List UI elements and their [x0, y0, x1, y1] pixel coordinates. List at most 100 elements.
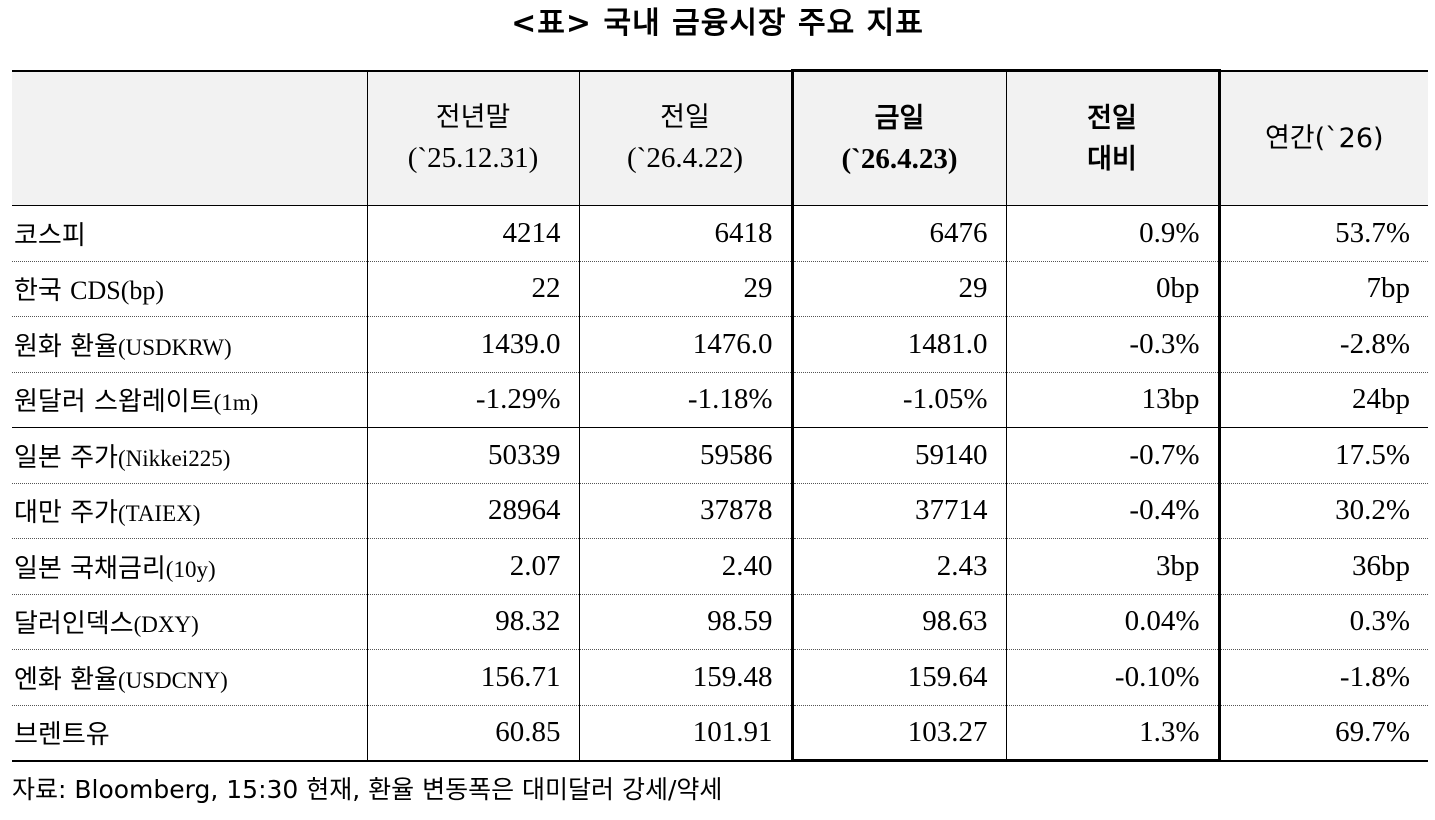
today-cell: -1.05%	[790, 372, 1006, 428]
table-row: 일본 주가(Nikkei225) 50339 59586 59140 -0.7% 17.5…	[12, 427, 1428, 484]
indicator-name-ko: 한국	[14, 276, 71, 307]
prev-day-cell: 98.59	[578, 594, 792, 650]
prev-year-cell: 4214	[366, 205, 579, 262]
prev-day-cell: 2.40	[578, 538, 792, 595]
table-body: 코스피 4214 6418 6476 0.9% 53.7% 한국 CDS(bp) 22 29 29…	[12, 205, 1428, 762]
prev-year-cell: 2.07	[366, 538, 579, 595]
header-blank	[12, 69, 367, 206]
ytd-cell: 17.5%	[1218, 427, 1428, 484]
ytd-cell: 7bp	[1218, 261, 1428, 317]
prev-day-cell: 159.48	[578, 649, 792, 706]
today-cell: 1481.0	[790, 316, 1006, 373]
header-prev-day-label: 전일	[660, 102, 710, 134]
prev-year-cell: 22	[366, 261, 579, 317]
indicator-name-ko: 엔화 환율	[14, 664, 118, 695]
indicator-name-ko: 일본 주가	[14, 442, 118, 473]
indicator-name: 달러인덱스(DXY)	[12, 594, 367, 650]
indicator-name: 원달러 스왑레이트(1m)	[12, 372, 367, 428]
change-cell: 0.9%	[1005, 205, 1221, 262]
today-cell: 2.43	[790, 538, 1006, 595]
header-change: 전일 대비	[1005, 69, 1221, 206]
today-cell: 59140	[790, 427, 1006, 484]
indicator-name: 엔화 환율(USDCNY)	[12, 649, 367, 706]
header-change-label-1: 전일	[1087, 102, 1137, 134]
ytd-cell: -1.8%	[1218, 649, 1428, 706]
indicator-name-en: (TAIEX)	[117, 501, 201, 527]
header-prev-year-label: 전년말	[435, 102, 511, 134]
ytd-cell: 30.2%	[1218, 483, 1428, 539]
change-cell: 13bp	[1005, 372, 1221, 428]
change-cell: 1.3%	[1005, 705, 1221, 762]
indicator-name-ko: 원달러 스왑레이트	[14, 387, 214, 418]
prev-day-cell: 6418	[578, 205, 792, 262]
indicator-name-ko: 코스피	[14, 220, 86, 251]
header-ytd: 연간(`26)	[1218, 69, 1428, 206]
indicator-name: 코스피	[12, 205, 367, 262]
change-cell: -0.10%	[1005, 649, 1221, 706]
change-cell: -0.4%	[1005, 483, 1221, 539]
today-cell: 103.27	[790, 705, 1006, 762]
table-row: 대만 주가(TAIEX) 28964 37878 37714 -0.4% 30.2%	[12, 483, 1428, 539]
today-cell: 98.63	[790, 594, 1006, 650]
header-prev-year: 전년말 (`25.12.31)	[366, 69, 579, 206]
ytd-cell: 53.7%	[1218, 205, 1428, 262]
indicator-name-ko: 원화 환율	[14, 331, 118, 362]
prev-year-cell: 60.85	[366, 705, 579, 762]
indicator-name-en: CDS(bp)	[70, 276, 165, 306]
prev-day-cell: -1.18%	[578, 372, 792, 428]
header-ytd-label: 연간(`26)	[1264, 122, 1384, 154]
indicator-name-en: (USDCNY)	[117, 667, 228, 693]
indicator-name: 일본 국채금리(10y)	[12, 538, 367, 595]
prev-year-cell: 28964	[366, 483, 579, 539]
today-cell: 37714	[790, 483, 1006, 539]
table-row: 달러인덱스(DXY) 98.32 98.59 98.63 0.04% 0.3%	[12, 594, 1428, 650]
today-cell: 6476	[790, 205, 1006, 262]
prev-day-cell: 1476.0	[578, 316, 792, 373]
table-title: <표> 국내 금융시장 주요 지표	[511, 6, 924, 41]
header-row: 전년말 (`25.12.31) 전일 (`26.4.22) 금일 (`26.4.…	[12, 69, 1428, 206]
header-today-label: 금일	[874, 102, 925, 134]
indicator-name-en: (10y)	[165, 556, 216, 582]
indicator-name-en: (Nikkei225)	[117, 445, 231, 471]
indicator-name: 원화 환율(USDKRW)	[12, 316, 367, 373]
indicator-name-ko: 일본 국채금리	[14, 553, 166, 584]
table-row: 한국 CDS(bp) 22 29 29 0bp 7bp	[12, 261, 1428, 317]
indicator-name-ko: 달러인덱스	[14, 609, 134, 640]
source-note: 자료: Bloomberg, 15:30 현재, 환율 변동폭은 대미달러 강세…	[12, 775, 723, 804]
ytd-cell: -2.8%	[1218, 316, 1428, 373]
header-prev-year-date: (`25.12.31)	[407, 142, 539, 175]
ytd-cell: 69.7%	[1218, 705, 1428, 762]
indicator-name: 브렌트유	[12, 705, 367, 762]
prev-day-cell: 59586	[578, 427, 792, 484]
today-cell: 159.64	[790, 649, 1006, 706]
prev-day-cell: 101.91	[578, 705, 792, 762]
prev-year-cell: -1.29%	[366, 372, 579, 428]
indicator-name: 일본 주가(Nikkei225)	[12, 427, 367, 484]
table-row: 브렌트유 60.85 101.91 103.27 1.3% 69.7%	[12, 705, 1428, 762]
table-row: 코스피 4214 6418 6476 0.9% 53.7%	[12, 205, 1428, 262]
indicator-name: 대만 주가(TAIEX)	[12, 483, 367, 539]
indicator-name-en: (1m)	[213, 390, 259, 416]
ytd-cell: 24bp	[1218, 372, 1428, 428]
change-cell: -0.3%	[1005, 316, 1221, 373]
change-cell: 0.04%	[1005, 594, 1221, 650]
table-row: 원화 환율(USDKRW) 1439.0 1476.0 1481.0 -0.3% -2.8…	[12, 316, 1428, 373]
header-prev-day: 전일 (`26.4.22)	[578, 69, 792, 206]
prev-year-cell: 98.32	[366, 594, 579, 650]
table-row: 엔화 환율(USDCNY) 156.71 159.48 159.64 -0.10% -1.…	[12, 649, 1428, 706]
market-indicators-table: 전년말 (`25.12.31) 전일 (`26.4.22) 금일 (`26.4.…	[12, 69, 1428, 762]
ytd-cell: 0.3%	[1218, 594, 1428, 650]
indicator-name: 한국 CDS(bp)	[12, 261, 367, 317]
header-prev-day-date: (`26.4.22)	[627, 142, 743, 175]
indicator-name-en: (DXY)	[133, 612, 199, 638]
change-cell: 3bp	[1005, 538, 1221, 595]
table-row: 일본 국채금리(10y) 2.07 2.40 2.43 3bp 36bp	[12, 538, 1428, 595]
indicator-name-ko: 대만 주가	[14, 498, 118, 529]
prev-year-cell: 1439.0	[366, 316, 579, 373]
prev-year-cell: 156.71	[366, 649, 579, 706]
prev-year-cell: 50339	[366, 427, 579, 484]
change-cell: 0bp	[1005, 261, 1221, 317]
header-today: 금일 (`26.4.23)	[790, 69, 1006, 206]
header-today-date: (`26.4.23)	[841, 142, 958, 175]
table-row: 원달러 스왑레이트(1m) -1.29% -1.18% -1.05% 13bp 24bp	[12, 372, 1428, 428]
